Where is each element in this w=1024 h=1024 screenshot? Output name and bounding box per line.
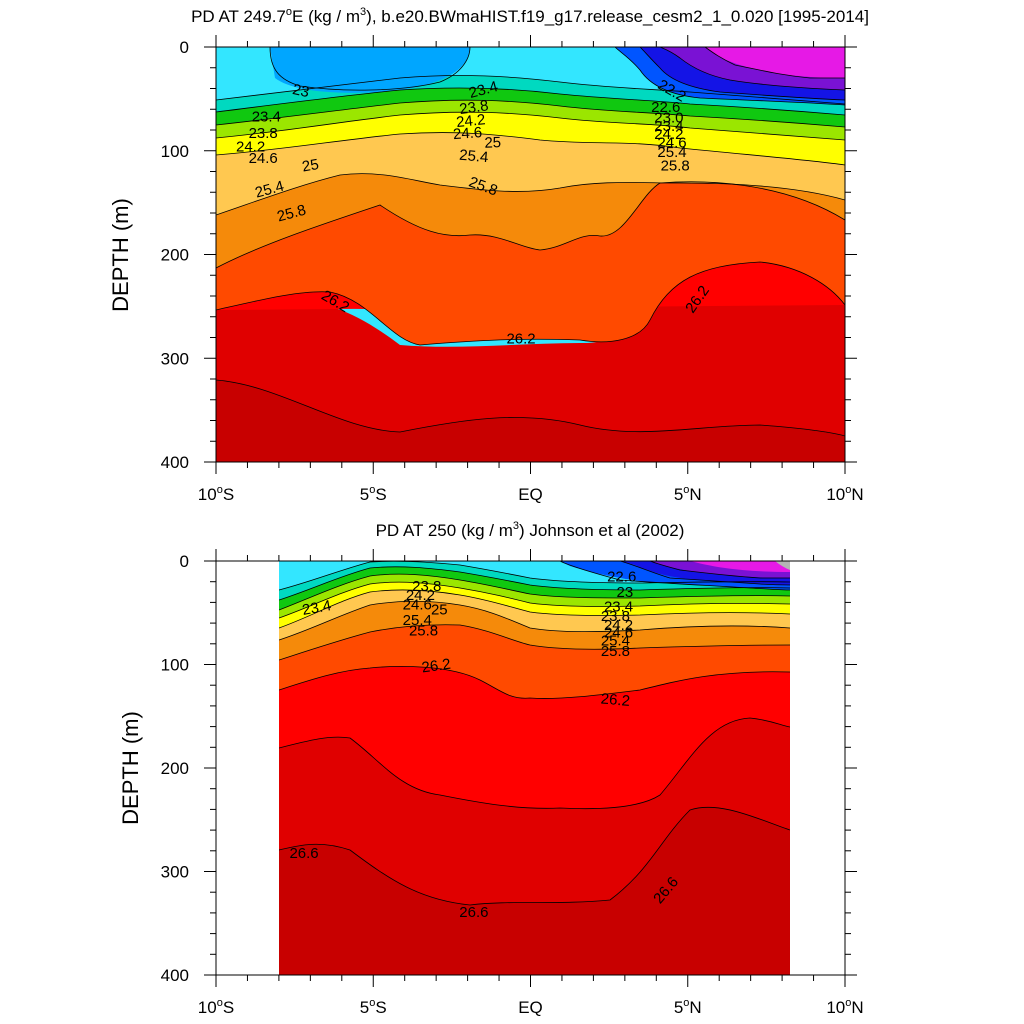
band-25.8 (216, 181, 845, 345)
contour-label: 25.8 (661, 157, 690, 174)
contour-label: 26.2 (506, 331, 535, 348)
panel-bottom: PD AT 250 (kg / m3) Johnson et al (2002) (118, 520, 864, 1017)
contour-label: 23.4 (604, 599, 633, 616)
panel-top-title: PD AT 249.7oE (kg / m3), b.e20.BWmaHIST.… (191, 6, 869, 26)
contour-label: 25 (484, 134, 501, 152)
x-tick-label: 5oN (674, 997, 702, 1017)
y-tick-label: 100 (161, 142, 189, 161)
contour-label: 23 (291, 81, 311, 101)
x-tick-label: 5oS (360, 484, 387, 504)
y-tick-label: 400 (161, 453, 189, 472)
contour-label: 25.8 (275, 201, 308, 225)
x-tick-label: 10oS (198, 484, 234, 504)
contour-label: 25.8 (601, 643, 630, 660)
x-tick-label: 5oS (360, 997, 387, 1017)
contour-label: 23.8 (412, 578, 441, 595)
y-tick-label: 200 (161, 246, 189, 265)
contour-label: 23.4 (467, 78, 500, 102)
x-tick-label: EQ (518, 485, 543, 504)
contour-label: 24.2 (654, 126, 683, 143)
band-26.6 (216, 380, 845, 462)
y-tick-label: 0 (180, 552, 189, 571)
band-23.8 (216, 87, 845, 127)
y-tick-label: 300 (161, 349, 189, 368)
contour-label: 25 (301, 156, 320, 176)
obs-band-21.4 (690, 561, 790, 572)
contour-lines (216, 47, 845, 437)
obs-contour-label-layer: 23.423.824.224.6 2525.425.826.226.226.626… (289, 569, 682, 921)
contour-label: 26.2 (421, 656, 452, 677)
obs-band-24.2 (279, 582, 790, 628)
contour-label: 23.4 (301, 597, 333, 619)
contour-label: 25.4 (459, 147, 490, 166)
contour-label: 23 (617, 584, 634, 601)
contour-label: 25.8 (409, 622, 438, 639)
panel-top: PD AT 249.7oE (kg / m3), b.e20.BWmaHIST.… (108, 6, 869, 504)
contour-label: 24.2 (455, 111, 486, 131)
x-tick-label: 10oS (198, 997, 234, 1017)
panel-top-axes: 0 100 200 300 400 10oS 5oS EQ 5oN 10oN (161, 35, 864, 504)
obs-band-23.8 (279, 574, 790, 618)
band-26.2b (216, 262, 845, 345)
contour-label: 23.8 (601, 608, 630, 625)
contour-label: 23.0 (654, 110, 683, 127)
y-tick-label: 0 (180, 38, 189, 57)
obs-band-24.6 (279, 589, 790, 640)
contour-label: 25.4 (253, 178, 286, 202)
contour-label: 24.6 (452, 124, 482, 143)
contour-label: 24.2 (406, 587, 435, 604)
contour-label: 23.4 (252, 109, 281, 126)
contour-label: 24.2 (236, 139, 265, 156)
band-26.2 (216, 266, 845, 436)
panel-top-contour-fill: 23 23.423.824.224.6 2525.425.823.423.824.2… (216, 47, 845, 462)
y-tick-label: 300 (161, 863, 189, 882)
panel-top-ylabel: DEPTH (m) (108, 198, 133, 312)
band-25.4 (216, 173, 845, 268)
obs-band-25.0 (279, 601, 790, 660)
contour-label: 24.2 (604, 617, 633, 634)
contour-label: 23.8 (249, 125, 278, 142)
obs-band-missing (775, 561, 790, 570)
band-21.4 (705, 47, 845, 78)
contour-label: 25 (431, 602, 448, 619)
y-tick-label: 200 (161, 759, 189, 778)
contour-label: 23.4 (654, 118, 683, 135)
x-tick-label: 10oN (826, 484, 863, 504)
contour-label: 24.6 (657, 134, 686, 151)
panel-bottom-contour-fill: 23.423.824.224.6 2525.425.826.226.226.626… (279, 561, 790, 975)
contour-label: 24.6 (403, 596, 432, 613)
y-tick-label: 100 (161, 656, 189, 675)
contour-label: 24.6 (604, 624, 633, 641)
contour-label: 24.6 (249, 150, 278, 167)
obs-band-25.8 (279, 666, 790, 809)
obs-band-26.2 (279, 718, 790, 905)
x-tick-label: 10oN (826, 997, 863, 1017)
contour-label: 26.2 (600, 690, 631, 709)
y-tick-label: 400 (161, 966, 189, 985)
band-25.0 (216, 132, 845, 215)
contour-label: 22.6 (607, 569, 636, 586)
panel-bottom-axes: 0 100 200 300 400 10oS 5oS EQ 5oN 10oN (161, 549, 864, 1017)
band-23.0 (270, 47, 470, 93)
obs-band-23.4 (279, 566, 790, 610)
contour-label: 26.6 (459, 904, 488, 921)
band-24.2 (216, 100, 845, 140)
contour-label: 25.4 (601, 633, 630, 650)
x-tick-label: EQ (518, 998, 543, 1017)
panel-bottom-title: PD AT 250 (kg / m3) Johnson et al (2002) (376, 520, 685, 540)
x-tick-label: 5oN (674, 484, 702, 504)
contour-label: 26.6 (289, 845, 318, 862)
contour-label: 25.4 (403, 612, 432, 629)
obs-contour-lines (279, 561, 790, 906)
contour-label: 25.4 (657, 144, 686, 161)
contour-label: 22.6 (651, 99, 680, 116)
obs-band-25.4 (279, 624, 790, 699)
contour-label: 23.8 (458, 97, 489, 118)
panel-bottom-ylabel: DEPTH (m) (118, 711, 143, 825)
obs-band-23.0 (279, 561, 790, 600)
obs-band-26.6 (279, 561, 790, 975)
